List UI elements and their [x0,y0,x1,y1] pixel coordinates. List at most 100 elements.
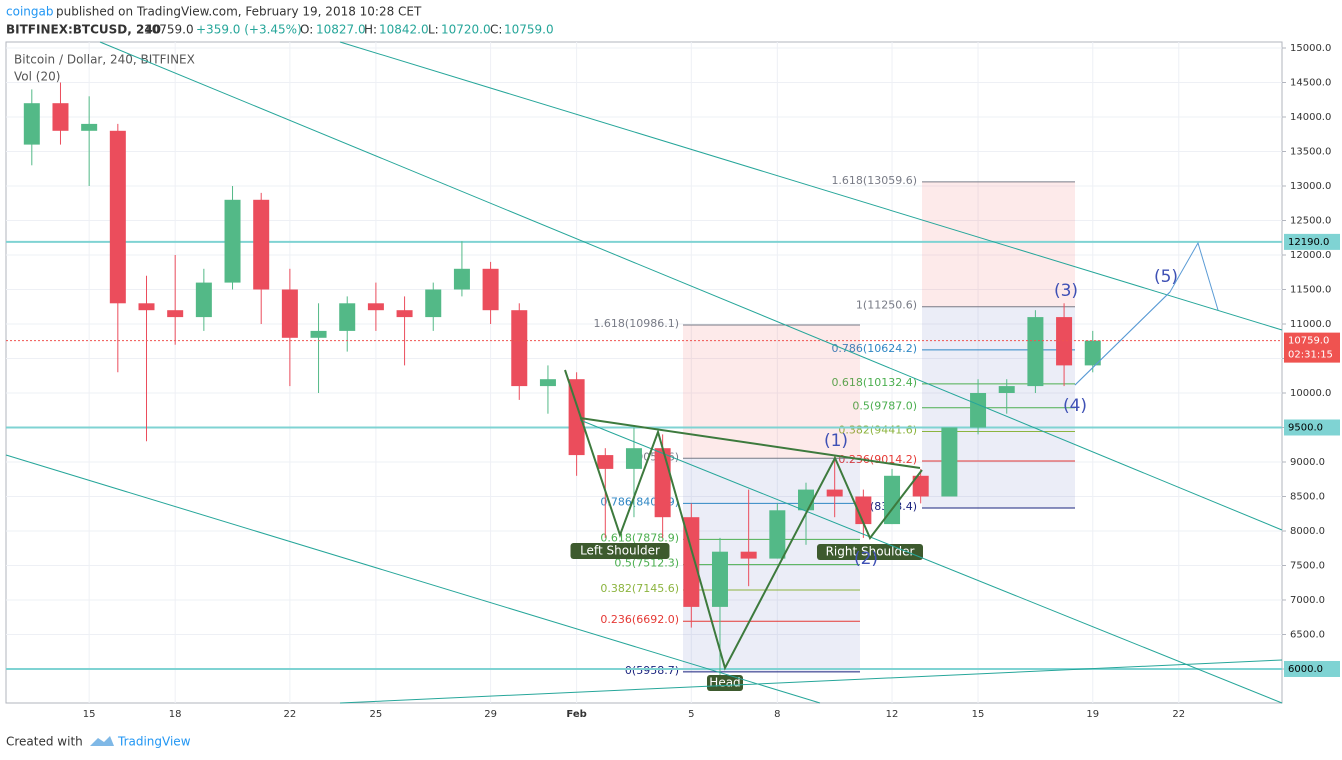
candle-body [224,199,241,283]
trendline [99,41,1283,531]
candle-body [826,489,843,497]
level-label: 12190.0 [1288,237,1329,248]
level-label: 9500.0 [1288,422,1323,433]
x-tick-label: 5 [688,709,694,720]
x-tick-label: 25 [370,709,383,720]
candle-body [52,103,69,131]
fib-label: 0.618(7878.9) [600,531,679,544]
annotation: Left Shoulder [580,544,660,558]
candle-body [511,310,528,387]
fib-label: 0.382(7145.6) [600,582,679,595]
candle-body [109,130,126,304]
h: 10842.0 [379,23,429,37]
candle-body [138,303,155,311]
created: Created with [6,735,83,749]
fib-label: 0(5958.7) [625,664,679,677]
x-tick-label: 22 [284,709,297,720]
wave-label: (3) [1054,281,1078,301]
author[interactable]: coingab [6,5,53,19]
y-tick-label: 12000.0 [1290,250,1331,261]
wave-label: (1) [824,431,848,451]
c-key: C: [490,23,502,37]
candle-body [998,386,1015,393]
candle-body [339,303,356,331]
candle-body [711,551,728,607]
y-tick-label: 12500.0 [1290,215,1331,226]
x-tick-label: 19 [1086,709,1099,720]
y-tick-label: 14500.0 [1290,78,1331,89]
candle-body [425,289,442,318]
y-tick-label: 13000.0 [1290,181,1331,192]
trendline [339,659,1283,704]
candle-body [1084,340,1101,366]
y-tick-label: 8500.0 [1290,491,1325,502]
head-shoulders [564,369,923,671]
last: 10759.0 [144,23,194,37]
wave-label: (5) [1154,267,1178,287]
chart-subtitle: Vol (20) [14,70,60,84]
candle-body [1056,317,1073,366]
x-tick-label: 15 [972,709,985,720]
published: published on TradingView.com, February 1… [56,5,422,19]
channel [1074,291,1171,386]
symbol: BITFINEX:BTCUSD, 240 [6,23,161,37]
last-price-tag [1284,332,1340,363]
annotation: Right Shoulder [826,545,915,559]
y-tick-label: 14000.0 [1290,112,1331,123]
level-tag [1284,660,1340,677]
y-tick-label: 8000.0 [1290,526,1325,537]
fib-label: 0.5(7512.3) [614,557,679,570]
candle-body [568,379,585,456]
annotation-tag [707,675,743,691]
y-tick-label: 9000.0 [1290,457,1325,468]
level-tag [1284,233,1340,250]
level-tag [1284,419,1340,436]
fib-label: 0.786(10624.2) [831,342,917,355]
brand[interactable]: TradingView [117,735,191,749]
candle-body [310,330,327,338]
fib-label: 1(11250.6) [856,299,917,312]
candle-body [683,517,700,607]
candle-body [281,289,298,338]
trendline [5,454,821,704]
candle-body [167,310,184,318]
annotation-tag [570,543,670,559]
y-tick-label: 7000.0 [1290,595,1325,606]
fib-label: 0.236(6692.0) [600,613,679,626]
h-key: H: [364,23,377,37]
candle-body [81,123,98,131]
x-tick-label: 29 [484,709,497,720]
candle-body [23,103,40,145]
candle-body [482,268,499,311]
candle-body [1027,317,1044,387]
candle-body [453,268,470,290]
candle-body [597,455,614,469]
candle-body [941,427,958,497]
countdown: 02:31:15 [1288,350,1333,361]
fib-label: 0.618(10132.4) [831,376,917,389]
neckline [579,417,921,469]
x-tick-label: 8 [774,709,780,720]
wave-label: (2) [854,549,878,569]
l: 10720.0 [441,23,491,37]
candle-body [798,489,815,511]
candle-body [884,475,901,525]
fib-label: 0.236(9014.2) [838,453,917,466]
c: 10759.0 [504,23,554,37]
candle-body [970,392,987,428]
fib-ext-zone [683,324,860,459]
x-tick-label: 12 [886,709,899,720]
fib-label: 1.618(13059.6) [831,174,917,187]
y-tick-label: 11500.0 [1290,284,1331,295]
candle-body [654,448,671,518]
fib-ext-zone [922,181,1075,307]
fib-label: 0.5(9787.0) [852,400,917,413]
x-tick-label: 22 [1172,709,1185,720]
change: +359.0 (+3.45%) [196,23,302,37]
x-tick-label: 15 [83,709,96,720]
trendline [339,41,1283,331]
candle-body [912,475,929,497]
candle-body [539,379,556,387]
